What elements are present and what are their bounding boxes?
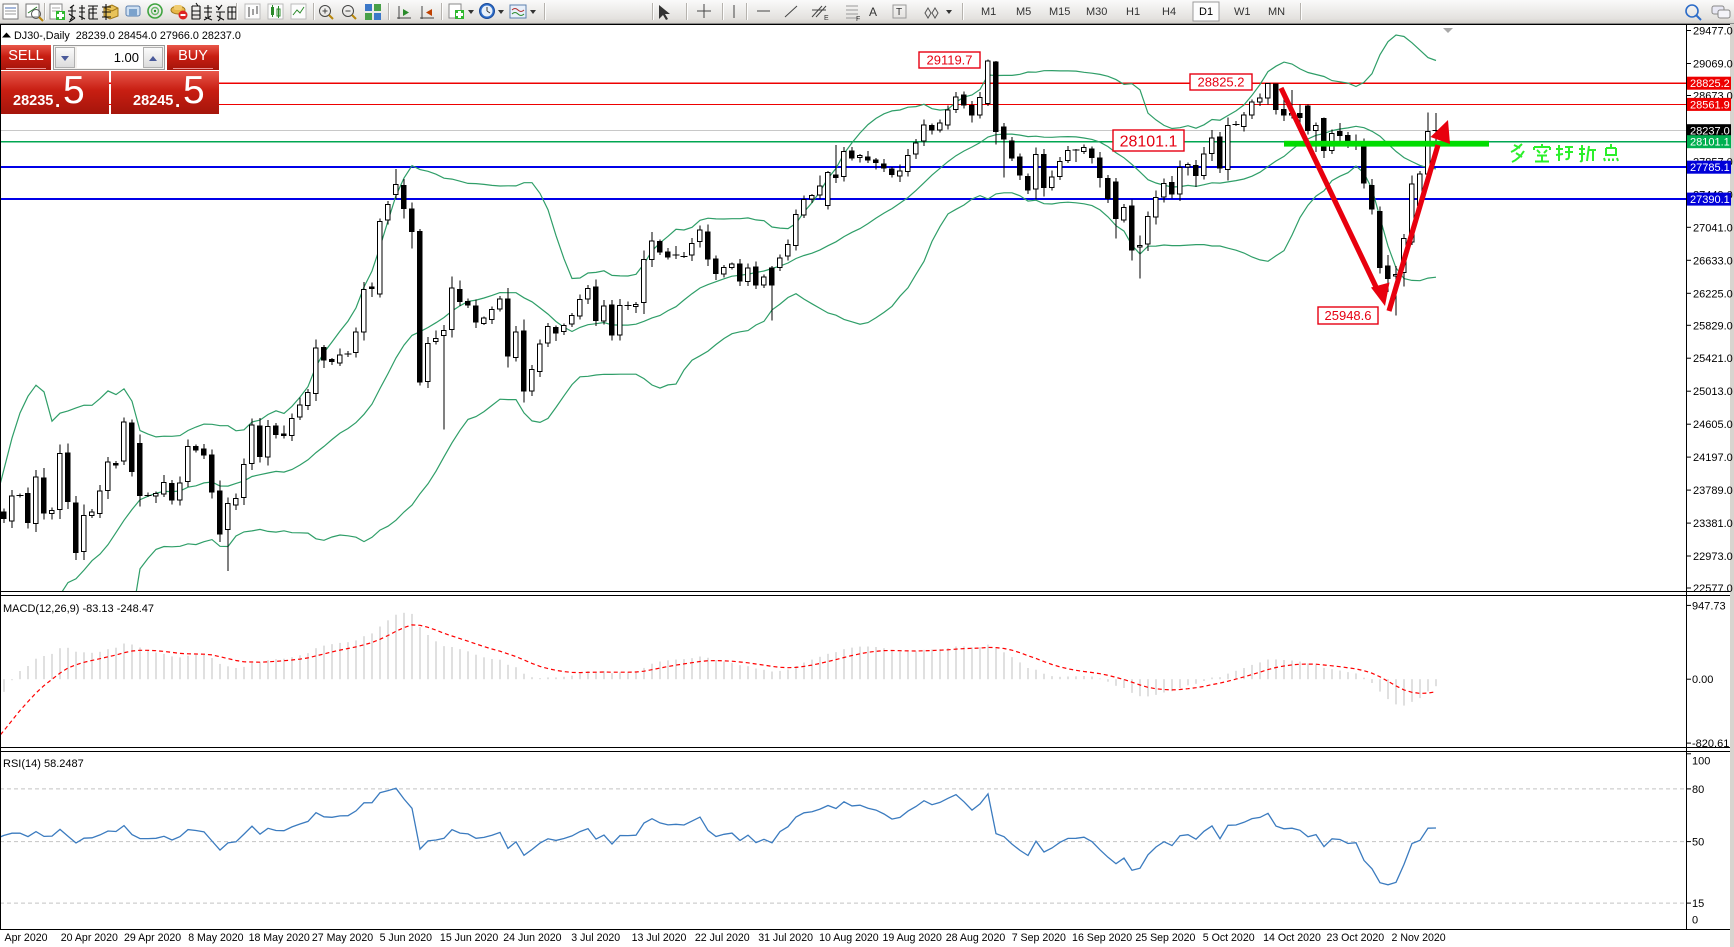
svg-text:M5: M5 (1016, 6, 1031, 18)
svg-text:27785.1: 27785.1 (1690, 162, 1730, 174)
svg-text:13 Jul 2020: 13 Jul 2020 (632, 932, 687, 944)
svg-text:RSI(14) 58.2487: RSI(14) 58.2487 (3, 758, 84, 770)
svg-text:26633.0: 26633.0 (1693, 255, 1733, 267)
svg-text:0: 0 (1692, 915, 1698, 927)
svg-text:27 May 2020: 27 May 2020 (312, 932, 373, 944)
svg-text:50: 50 (1692, 837, 1704, 849)
svg-text:W1: W1 (1234, 6, 1251, 18)
svg-text:Apr 2020: Apr 2020 (5, 932, 48, 944)
svg-text:5 Oct 2020: 5 Oct 2020 (1203, 932, 1255, 944)
svg-text:16 Sep 2020: 16 Sep 2020 (1072, 932, 1132, 944)
svg-text:29 Apr 2020: 29 Apr 2020 (124, 932, 181, 944)
svg-text:H1: H1 (1126, 6, 1140, 18)
svg-text:28561.9: 28561.9 (1690, 99, 1730, 111)
svg-text:15: 15 (1692, 898, 1704, 910)
svg-text:M15: M15 (1049, 6, 1070, 18)
svg-text:14 Oct 2020: 14 Oct 2020 (1263, 932, 1321, 944)
svg-text:25948.6: 25948.6 (1325, 308, 1372, 323)
svg-text:M1: M1 (981, 6, 996, 18)
svg-text:MACD(12,26,9) -83.13 -248.47: MACD(12,26,9) -83.13 -248.47 (3, 603, 154, 615)
svg-text:29477.0: 29477.0 (1693, 26, 1733, 38)
svg-text:24605.0: 24605.0 (1693, 419, 1733, 431)
svg-text:20 Apr 2020: 20 Apr 2020 (61, 932, 118, 944)
svg-text:25013.0: 25013.0 (1693, 386, 1733, 398)
svg-text:28 Aug 2020: 28 Aug 2020 (946, 932, 1006, 944)
svg-text:28101.1: 28101.1 (1690, 137, 1730, 149)
svg-text:H4: H4 (1162, 6, 1176, 18)
svg-text:D1: D1 (1199, 6, 1213, 18)
svg-text:5 Jun 2020: 5 Jun 2020 (380, 932, 433, 944)
svg-text:0.00: 0.00 (1692, 674, 1713, 686)
svg-text:8 May 2020: 8 May 2020 (188, 932, 243, 944)
svg-text:15 Jun 2020: 15 Jun 2020 (440, 932, 498, 944)
svg-text:28825.2: 28825.2 (1198, 75, 1245, 90)
svg-text:28825.2: 28825.2 (1690, 78, 1730, 90)
svg-text:23789.0: 23789.0 (1693, 485, 1733, 497)
svg-text:MN: MN (1268, 6, 1285, 18)
svg-text:25829.0: 25829.0 (1693, 320, 1733, 332)
svg-text:29069.0: 29069.0 (1693, 59, 1733, 71)
svg-text:T: T (896, 7, 902, 18)
svg-text:28101.1: 28101.1 (1120, 133, 1178, 150)
svg-text:22973.0: 22973.0 (1693, 551, 1733, 563)
svg-text:F: F (856, 16, 860, 23)
svg-text:23381.0: 23381.0 (1693, 518, 1733, 530)
svg-text:A: A (869, 5, 877, 19)
svg-text:100: 100 (1692, 756, 1710, 768)
svg-text:27390.1: 27390.1 (1690, 194, 1730, 206)
svg-text:28237.0: 28237.0 (1690, 126, 1730, 138)
svg-text:22 Jul 2020: 22 Jul 2020 (695, 932, 750, 944)
svg-text:24 Jun 2020: 24 Jun 2020 (503, 932, 561, 944)
svg-text:2 Nov 2020: 2 Nov 2020 (1392, 932, 1446, 944)
svg-text:29119.7: 29119.7 (926, 53, 972, 68)
svg-text:19 Aug 2020: 19 Aug 2020 (882, 932, 942, 944)
svg-text:27041.0: 27041.0 (1693, 222, 1733, 234)
svg-text:23 Oct 2020: 23 Oct 2020 (1326, 932, 1384, 944)
svg-text:25 Sep 2020: 25 Sep 2020 (1135, 932, 1195, 944)
svg-text:DJ30-,Daily 28239.0 28454.0 2: DJ30-,Daily 28239.0 28454.0 27966.0 2823… (14, 30, 241, 42)
svg-text:26225.0: 26225.0 (1693, 288, 1733, 300)
svg-text:22577.0: 22577.0 (1693, 583, 1733, 595)
svg-text:E: E (824, 15, 829, 22)
svg-text:18 May 2020: 18 May 2020 (249, 932, 310, 944)
svg-text:24197.0: 24197.0 (1693, 452, 1733, 464)
svg-text:3 Jul 2020: 3 Jul 2020 (571, 932, 620, 944)
svg-text:947.73: 947.73 (1692, 600, 1726, 612)
svg-text:-820.61: -820.61 (1692, 738, 1729, 750)
svg-text:80: 80 (1692, 784, 1704, 796)
svg-text:31 Jul 2020: 31 Jul 2020 (758, 932, 813, 944)
svg-text:7 Sep 2020: 7 Sep 2020 (1012, 932, 1066, 944)
svg-text:M30: M30 (1086, 6, 1107, 18)
svg-text:10 Aug 2020: 10 Aug 2020 (819, 932, 879, 944)
svg-text:25421.0: 25421.0 (1693, 353, 1733, 365)
